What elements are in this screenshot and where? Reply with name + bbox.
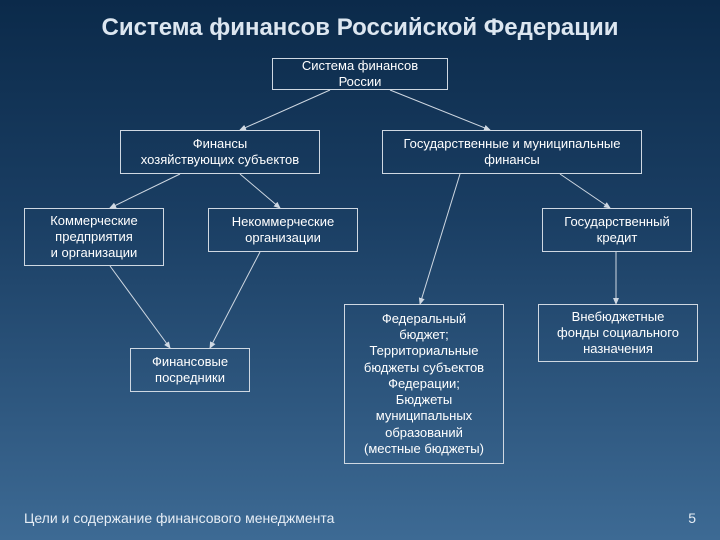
node-l2b: Некоммерческие организации (208, 208, 358, 252)
edge-5 (560, 174, 610, 208)
page-title: Система финансов Российской Федерации (0, 14, 720, 42)
edge-6 (110, 266, 170, 348)
node-r2b: Государственный кредит (542, 208, 692, 252)
node-r3b: Внебюджетные фонды социального назначени… (538, 304, 698, 362)
edge-2 (110, 174, 180, 208)
node-root: Система финансов России (272, 58, 448, 90)
edge-7 (210, 252, 260, 348)
edge-3 (240, 174, 280, 208)
edge-4 (420, 174, 460, 304)
node-r3a: Федеральный бюджет; Территориальные бюдж… (344, 304, 504, 464)
node-left1: Финансы хозяйствующих субъектов (120, 130, 320, 174)
edge-0 (240, 90, 330, 130)
footer-text: Цели и содержание финансового менеджмент… (24, 510, 334, 526)
page-number: 5 (688, 510, 696, 526)
node-l2a: Коммерческие предприятия и организации (24, 208, 164, 266)
node-l3: Финансовые посредники (130, 348, 250, 392)
node-right1: Государственные и муниципальные финансы (382, 130, 642, 174)
edge-1 (390, 90, 490, 130)
